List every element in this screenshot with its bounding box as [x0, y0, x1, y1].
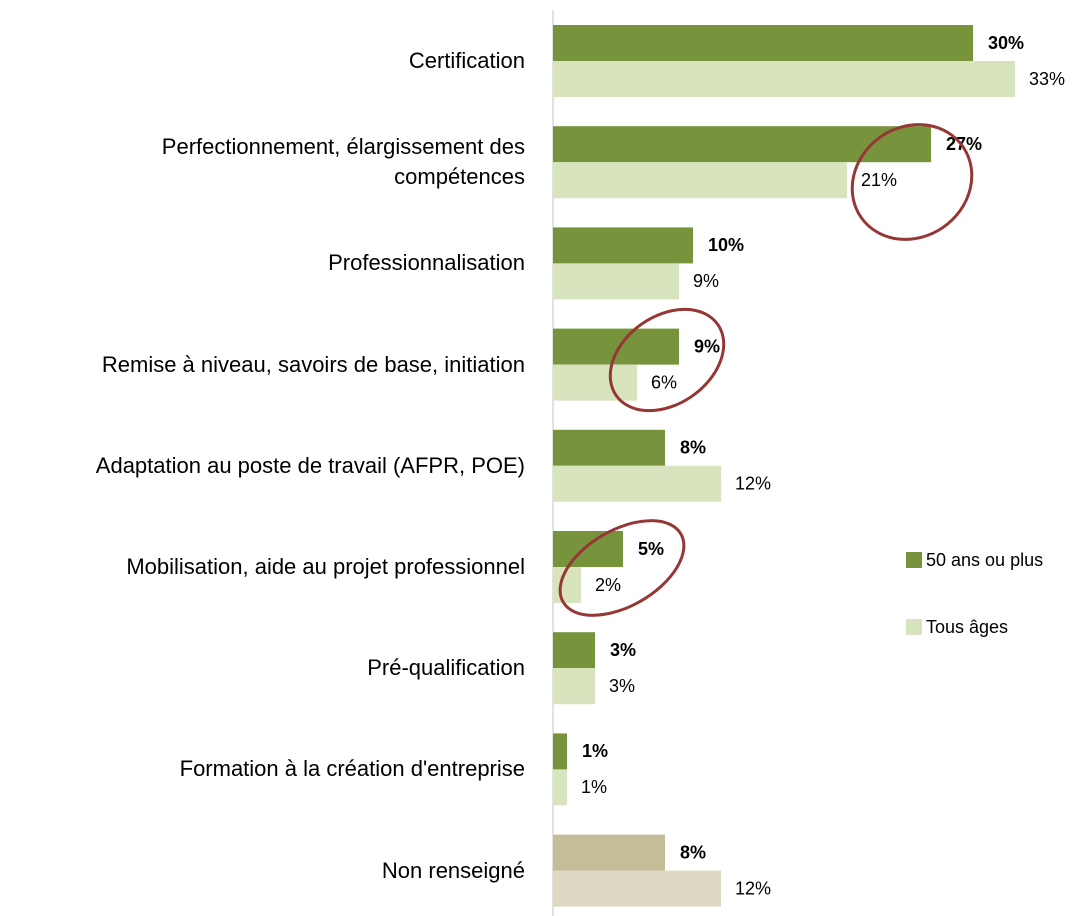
- value-label: 30%: [988, 33, 1024, 53]
- category-label: Non renseigné: [381, 857, 525, 883]
- bar: [553, 61, 1015, 97]
- bar: [553, 531, 623, 567]
- value-label: 33%: [1029, 69, 1065, 89]
- bar: [553, 263, 679, 300]
- value-label: 8%: [680, 842, 706, 862]
- category-label: Perfectionnement, élargissement des comp…: [161, 134, 525, 190]
- value-label: 1%: [581, 777, 607, 797]
- bar: [553, 632, 595, 669]
- bar: [553, 227, 693, 264]
- value-label: 10%: [708, 235, 744, 255]
- category-label: Mobilisation, aide au projet professionn…: [126, 554, 525, 579]
- value-label: 21%: [861, 170, 897, 190]
- legend-label: 50 ans ou plus: [926, 550, 1043, 570]
- bar: [553, 870, 721, 907]
- value-label: 12%: [735, 474, 771, 494]
- value-label: 12%: [735, 878, 771, 898]
- category-label: Adaptation au poste de travail (AFPR, PO…: [95, 452, 525, 478]
- bar: [553, 668, 595, 705]
- value-label: 3%: [609, 676, 635, 696]
- value-label: 6%: [651, 372, 677, 392]
- category-label: Professionnalisation: [328, 250, 525, 276]
- value-label: 3%: [610, 640, 636, 660]
- value-label: 2%: [595, 575, 621, 595]
- value-label: 8%: [680, 438, 706, 458]
- bar: [553, 364, 637, 401]
- legend-swatch: [906, 619, 922, 635]
- bar: [553, 25, 973, 61]
- category-label: Remise à niveau, savoirs de base, initia…: [101, 351, 525, 377]
- highlight-ellipse: [558, 519, 686, 617]
- bar: [553, 465, 721, 502]
- value-label: 9%: [694, 336, 720, 356]
- legend-label: Tous âges: [926, 617, 1008, 637]
- category-label: Pré-qualification: [367, 655, 525, 681]
- bar: [553, 328, 679, 365]
- category-label: Formation à la création d'entreprise: [179, 756, 525, 782]
- bar: [553, 733, 567, 770]
- value-label: 9%: [693, 271, 719, 291]
- bar: [553, 126, 931, 163]
- legend-swatch: [906, 552, 922, 568]
- highlight-ellipse: [850, 123, 974, 241]
- bar: [553, 834, 665, 871]
- bar: [553, 162, 847, 199]
- category-label: Certification: [408, 48, 525, 73]
- bar: [553, 567, 581, 603]
- value-label: 1%: [582, 741, 608, 761]
- bar: [553, 769, 567, 806]
- highlight-ellipse: [608, 307, 726, 413]
- bar: [553, 429, 665, 466]
- value-label: 5%: [638, 539, 664, 559]
